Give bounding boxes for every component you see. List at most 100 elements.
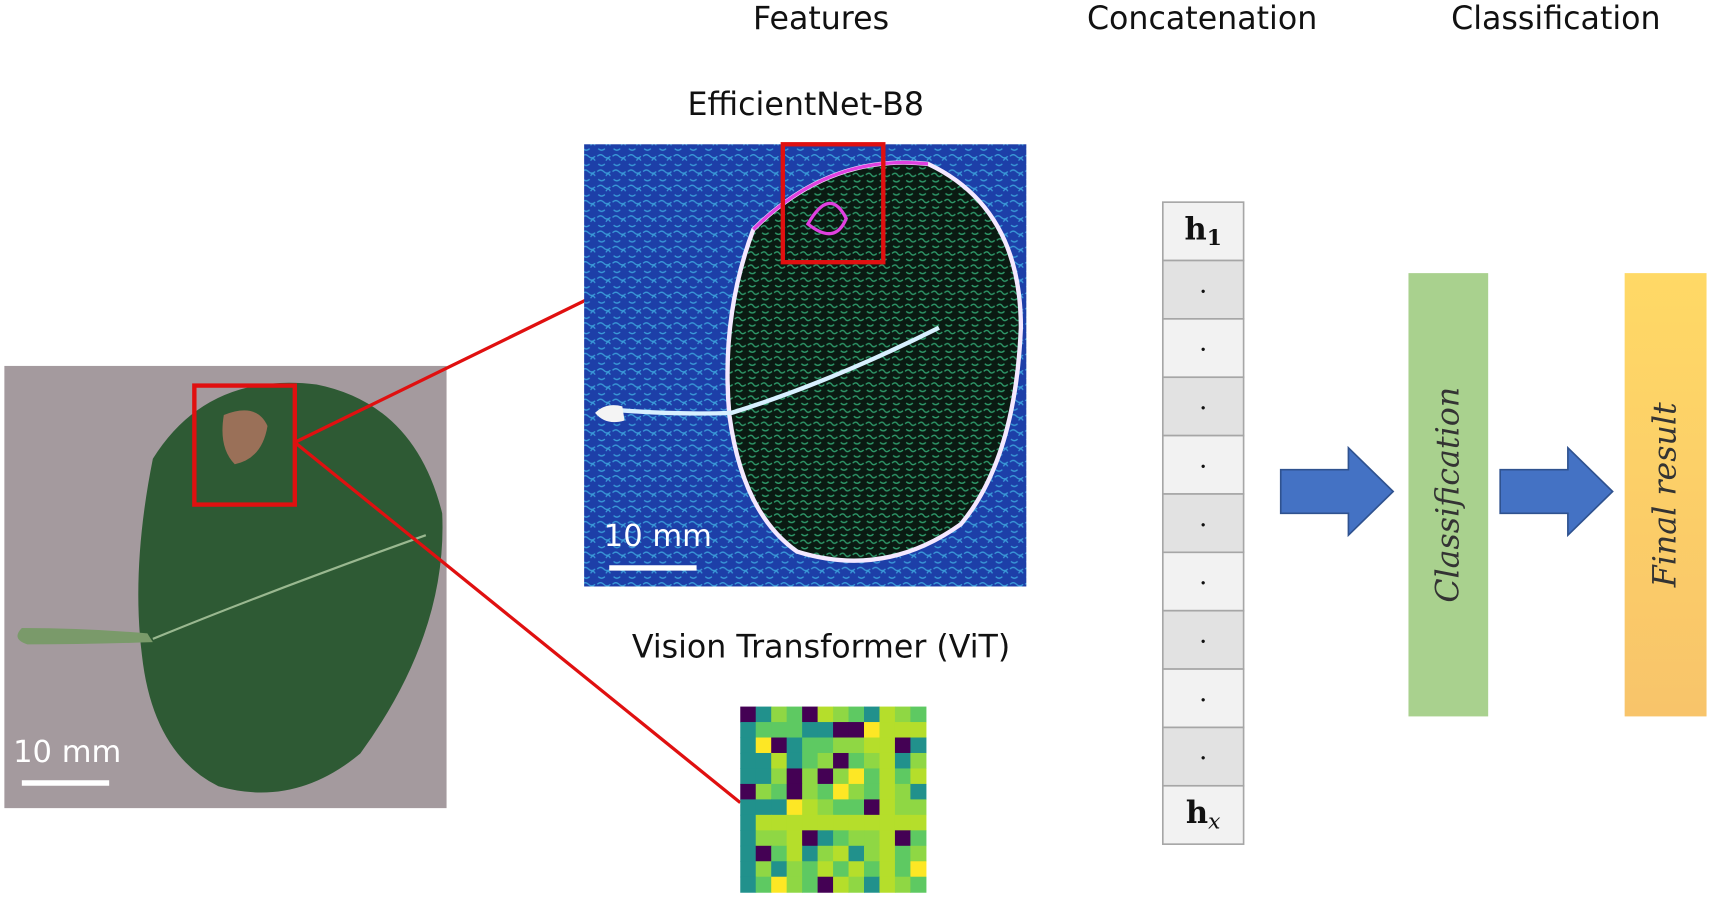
heat-cell: [848, 783, 865, 800]
heat-cell: [910, 706, 927, 723]
heat-cell: [817, 876, 834, 893]
vector-cell: [1161, 784, 1245, 845]
heat-cell: [833, 814, 850, 831]
heat-cell: [786, 783, 803, 800]
heat-cell: [740, 783, 757, 800]
vector-cell-dot: .: [1199, 269, 1207, 299]
heat-cell: [755, 752, 772, 769]
subscript: 1: [1207, 226, 1222, 251]
heat-cell: [771, 752, 788, 769]
heat-cell: [894, 830, 911, 847]
heat-cell: [802, 799, 819, 816]
heat-cell: [740, 861, 757, 878]
heat-cell: [848, 706, 865, 723]
roi-box: [192, 383, 297, 507]
vector-cell-dot: .: [1199, 561, 1207, 591]
heat-cell: [802, 722, 819, 739]
roi-box: [780, 142, 886, 265]
heat-cell: [740, 768, 757, 785]
heat-cell: [755, 768, 772, 785]
heat-cell: [910, 783, 927, 800]
classifier-box: [1408, 273, 1489, 717]
heat-cell: [910, 768, 927, 785]
heat-cell: [802, 814, 819, 831]
heat-cell: [802, 876, 819, 893]
heat-cell: [848, 752, 865, 769]
vector-cell-dot: .: [1199, 736, 1207, 766]
heat-cell: [894, 737, 911, 754]
subscript: x: [1208, 810, 1220, 835]
heat-cell: [817, 783, 834, 800]
header-classification: Classification: [1451, 1, 1660, 37]
header-concatenation: Concatenation: [1087, 1, 1317, 37]
heat-cell: [786, 752, 803, 769]
vector-cell-label: hx: [1186, 795, 1221, 835]
heat-cell: [771, 814, 788, 831]
heat-cell: [755, 799, 772, 816]
efficientnet-scale-label: 10 mm: [604, 519, 712, 554]
leaf-photo: [4, 365, 447, 809]
heat-cell: [833, 722, 850, 739]
heat-cell: [879, 768, 896, 785]
heat-cell: [848, 814, 865, 831]
heat-cell: [879, 706, 896, 723]
heat-cell: [864, 861, 881, 878]
heat-cell: [817, 737, 834, 754]
heat-cell: [740, 706, 757, 723]
heat-cell: [771, 768, 788, 785]
heat-cell: [864, 737, 881, 754]
heat-cell: [894, 861, 911, 878]
heat-cell: [771, 876, 788, 893]
output-label: Final result: [1648, 402, 1684, 588]
heat-cell: [910, 876, 927, 893]
scale-label: 10 mm: [13, 735, 121, 770]
heat-cell: [817, 845, 834, 862]
heat-cell: [771, 799, 788, 816]
heat-cell: [740, 845, 757, 862]
heat-cell: [879, 845, 896, 862]
header-features: Features: [753, 1, 889, 37]
heat-cell: [786, 722, 803, 739]
heat-cell: [817, 799, 834, 816]
heat-cell: [879, 752, 896, 769]
heat-cell: [894, 876, 911, 893]
heat-cell: [817, 722, 834, 739]
heat-cell: [894, 768, 911, 785]
heat-cell: [786, 861, 803, 878]
vector-cell-dot: .: [1199, 503, 1207, 533]
heat-cell: [802, 706, 819, 723]
vector-cell-dot: .: [1199, 444, 1207, 474]
heat-cell: [786, 799, 803, 816]
heat-cell: [894, 783, 911, 800]
heat-cell: [864, 706, 881, 723]
heat-cell: [755, 737, 772, 754]
vector-cell: [1161, 318, 1245, 379]
heat-cell: [833, 783, 850, 800]
heat-cell: [802, 830, 819, 847]
heat-cell: [771, 783, 788, 800]
heat-cell: [864, 814, 881, 831]
heat-cell: [833, 752, 850, 769]
heat-cell: [864, 783, 881, 800]
heat-cell: [879, 722, 896, 739]
heat-cell: [802, 845, 819, 862]
heat-cell: [786, 706, 803, 723]
heat-cell: [802, 737, 819, 754]
heat-cell: [879, 861, 896, 878]
heat-cell: [910, 845, 927, 862]
vit-title: Vision Transformer (ViT): [632, 630, 1010, 666]
heat-cell: [771, 861, 788, 878]
efficientnet-title: EfficientNet-B8: [688, 87, 924, 123]
heat-cell: [786, 814, 803, 831]
heat-cell: [848, 722, 865, 739]
vector-cell: [1161, 493, 1245, 554]
heat-cell: [771, 737, 788, 754]
vector-cell-label: h1: [1184, 211, 1221, 251]
heat-cell: [848, 768, 865, 785]
symbol: h: [1186, 795, 1208, 831]
arrow: [1499, 445, 1614, 538]
vector-cell-dot: .: [1199, 328, 1207, 358]
heat-cell: [802, 752, 819, 769]
heat-cell: [833, 876, 850, 893]
